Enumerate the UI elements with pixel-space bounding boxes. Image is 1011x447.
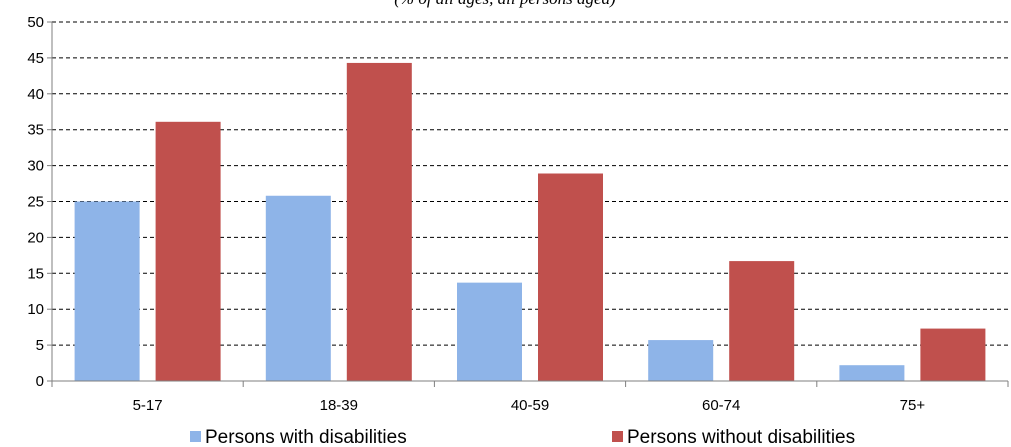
bar-with-disabilities-18-39 xyxy=(265,195,331,381)
bar-without-disabilities-60-74 xyxy=(729,261,795,381)
y-tick-label: 15 xyxy=(27,265,44,282)
bar-without-disabilities-40-59 xyxy=(538,173,603,381)
x-tick-label: 60-74 xyxy=(702,397,740,414)
legend-swatch xyxy=(612,431,623,442)
y-tick-label: 35 xyxy=(27,122,44,139)
bar-with-disabilities-60-74 xyxy=(648,340,714,381)
y-tick-label: 10 xyxy=(27,301,44,318)
axes xyxy=(47,21,1009,387)
gridlines xyxy=(52,21,1008,346)
bar-with-disabilities-5-17 xyxy=(74,201,140,381)
bar-without-disabilities-18-39 xyxy=(346,62,412,382)
bar-with-disabilities-40-59 xyxy=(457,282,522,381)
y-tick-label: 25 xyxy=(27,194,44,211)
bar-without-disabilities-5-17 xyxy=(155,121,221,381)
y-tick-label: 45 xyxy=(27,50,44,67)
bar-without-disabilities-75+ xyxy=(920,328,986,381)
x-axis-ticks: 5-17 18-39 40-59 60-74 75+ xyxy=(133,397,926,414)
chart-subtitle: (% of all ages, all persons aged) xyxy=(394,0,616,8)
legend-label: Persons with disabilities xyxy=(205,427,407,447)
y-tick-label: 20 xyxy=(27,229,44,246)
x-tick-label: 18-39 xyxy=(320,397,358,414)
x-tick-label: 5-17 xyxy=(133,397,163,414)
x-tick-label: 75+ xyxy=(900,397,926,414)
legend-swatch xyxy=(190,431,201,442)
legend-label: Persons without disabilities xyxy=(627,427,855,447)
bars xyxy=(74,62,986,382)
y-tick-label: 50 xyxy=(27,14,44,31)
y-axis-ticks: 0 5 10 15 20 25 30 35 40 45 50 xyxy=(27,14,44,390)
y-tick-label: 0 xyxy=(36,373,44,390)
bar-with-disabilities-75+ xyxy=(839,365,905,381)
x-tick-label: 40-59 xyxy=(511,397,549,414)
y-tick-label: 40 xyxy=(27,86,44,103)
y-tick-label: 5 xyxy=(36,337,44,354)
y-tick-label: 30 xyxy=(27,158,44,175)
legend: Persons with disabilities Persons without… xyxy=(190,427,855,447)
